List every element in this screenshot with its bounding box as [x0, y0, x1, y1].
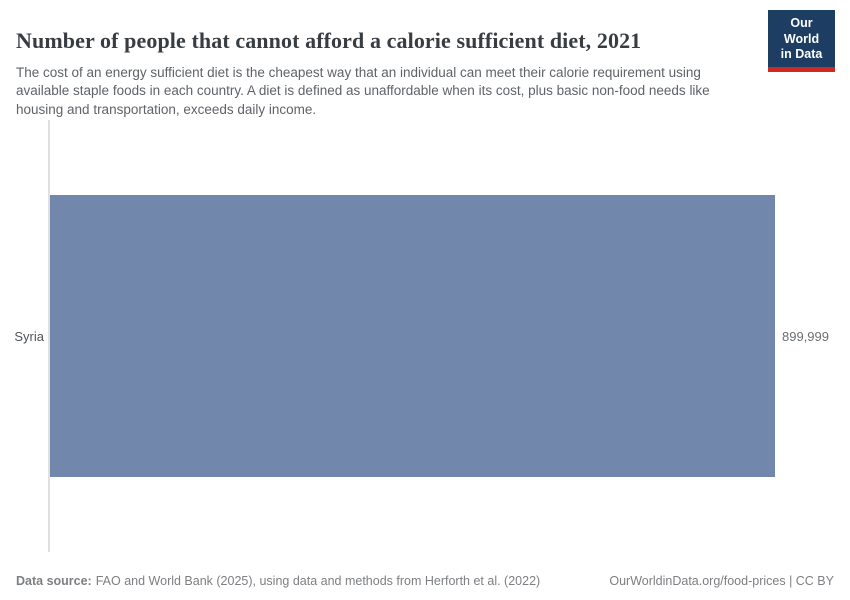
- owid-logo-line1: Our World: [783, 16, 820, 46]
- owid-logo-line2: in Data: [780, 47, 823, 62]
- data-source-text: FAO and World Bank (2025), using data an…: [95, 574, 541, 588]
- bar-syria[interactable]: [50, 195, 775, 477]
- rights-link[interactable]: OurWorldinData.org/food-prices | CC BY: [609, 574, 834, 588]
- chart-footer: Data source: FAO and World Bank (2025), u…: [16, 574, 834, 588]
- y-axis-line: [48, 120, 50, 552]
- chart-subtitle: The cost of an energy sufficient diet is…: [16, 64, 710, 117]
- data-source-label: Data source:: [16, 574, 92, 588]
- chart-title: Number of people that cannot afford a ca…: [16, 27, 642, 53]
- data-source-line: Data source: FAO and World Bank (2025), u…: [16, 574, 540, 588]
- owid-logo[interactable]: Our World in Data: [768, 10, 835, 72]
- bar-value-label: 899,999: [782, 328, 829, 344]
- entity-label-syria[interactable]: Syria: [14, 328, 44, 344]
